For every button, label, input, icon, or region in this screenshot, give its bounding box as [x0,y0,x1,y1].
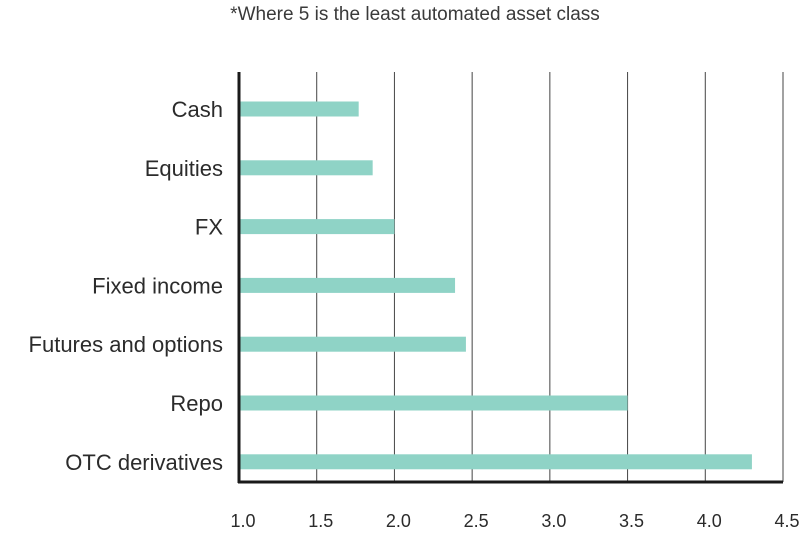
category-label: Cash [172,97,223,122]
x-tick-label: 2.5 [464,511,489,531]
category-labels: Cash Equities FX Fixed income Futures and op… [29,97,224,475]
category-label: FX [195,215,223,240]
bar [239,454,752,470]
category-label: Futures and options [29,332,223,357]
bar [239,160,373,176]
tick-labels: 1.0 1.5 2.0 2.5 3.0 3.5 4.0 4.5 [230,511,799,531]
category-label: OTC derivatives [65,450,223,475]
x-tick-label: 4.0 [697,511,722,531]
category-label: Equities [145,156,223,181]
grid-lines [316,72,784,482]
chart-subtitle: *Where 5 is the least automated asset cl… [230,4,600,25]
category-label: Repo [170,391,223,416]
x-tick-label: 2.0 [386,511,411,531]
x-tick-label: 3.5 [619,511,644,531]
bar [239,101,359,117]
x-tick-label: 1.5 [308,511,333,531]
bar [239,219,395,235]
bar [239,395,628,411]
category-label: Fixed income [92,273,223,298]
x-tick-label: 3.0 [541,511,566,531]
bar [239,336,466,352]
bars [239,101,752,470]
axes [237,72,783,484]
bar [239,277,456,293]
x-tick-label: 4.5 [774,511,799,531]
x-tick-label: 1.0 [230,511,255,531]
